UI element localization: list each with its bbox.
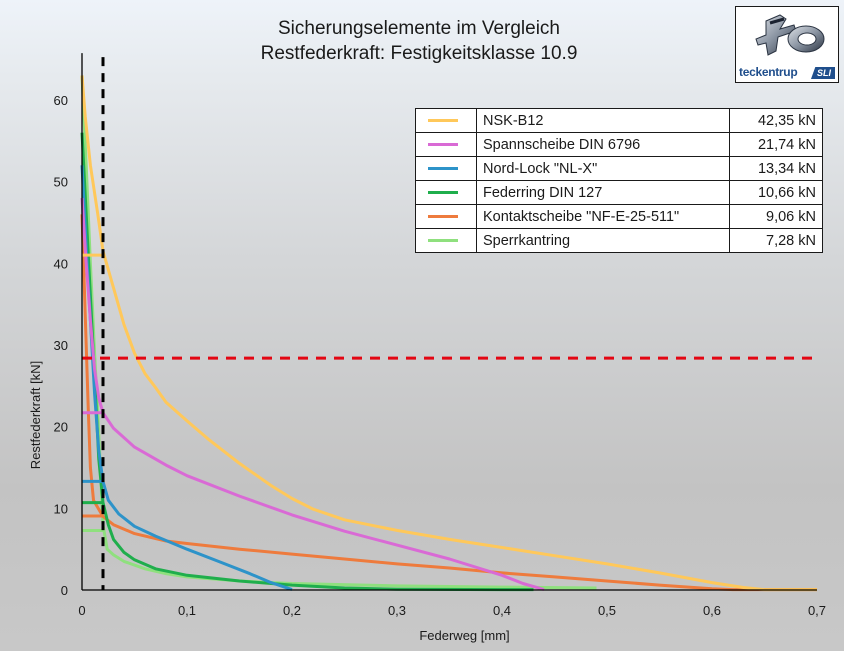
x-axis-label: Federweg [mm]	[419, 628, 509, 643]
legend-label: Kontaktscheibe "NF-E-25-511"	[476, 204, 730, 229]
legend-label: Spannscheibe DIN 6796	[476, 132, 730, 157]
legend-label: Nord-Lock "NL-X"	[476, 156, 730, 181]
x-tick-label: 0,1	[178, 603, 196, 618]
x-tick-label: 0,3	[388, 603, 406, 618]
y-tick-label: 30	[54, 338, 68, 353]
legend-row: Sperrkantring 7,28 kN	[415, 228, 823, 253]
legend-row: Spannscheibe DIN 6796 21,74 kN	[415, 132, 823, 157]
legend-value: 7,28 kN	[729, 228, 823, 253]
legend-value: 13,34 kN	[729, 156, 823, 181]
logo-brand-text: teckentrup	[739, 65, 798, 79]
y-tick-label: 40	[54, 256, 68, 271]
y-tick-label: 60	[54, 93, 68, 108]
legend-value: 9,06 kN	[729, 204, 823, 229]
legend-value: 42,35 kN	[729, 108, 823, 133]
reference-lines-layer	[82, 57, 818, 590]
legend-swatch-cell	[415, 156, 477, 181]
legend-swatch-cell	[415, 132, 477, 157]
legend-swatch-cell	[415, 204, 477, 229]
x-tick-label: 0,6	[703, 603, 721, 618]
series-line	[80, 214, 817, 592]
legend-label: Federring DIN 127	[476, 180, 730, 205]
legend-swatch-cell	[415, 108, 477, 133]
legend-swatch	[428, 143, 458, 146]
y-tick-label: 50	[54, 175, 68, 190]
chart-title-line-2: Restfederkraft: Festigkeitsklasse 10.9	[260, 43, 578, 64]
legend-swatch	[428, 191, 458, 194]
y-tick-label: 10	[54, 501, 68, 516]
legend-swatch	[428, 119, 458, 122]
legend-swatch	[428, 239, 458, 242]
y-axis-label: Restfederkraft [kN]	[28, 361, 43, 469]
series-line	[80, 75, 817, 592]
series-line	[80, 197, 545, 592]
legend-row: Kontaktscheibe "NF-E-25-511" 9,06 kN	[415, 204, 823, 229]
legend-swatch	[428, 215, 458, 218]
legend-label: Sperrkantring	[476, 228, 730, 253]
legend-label: NSK-B12	[476, 108, 730, 133]
legend-swatch-cell	[415, 228, 477, 253]
x-tick-label: 0,2	[283, 603, 301, 618]
chart-title-line-1: Sicherungselemente im Vergleich	[278, 18, 560, 39]
x-tick-label: 0,5	[598, 603, 616, 618]
legend-swatch	[428, 167, 458, 170]
logo-badge: SLI	[810, 67, 835, 79]
x-tick-label: 0,4	[493, 603, 511, 618]
legend-row: Nord-Lock "NL-X" 13,34 kN	[415, 156, 823, 181]
company-logo: teckentrup SLI	[735, 6, 839, 83]
legend-swatch-cell	[415, 180, 477, 205]
legend-value: 21,74 kN	[729, 132, 823, 157]
series-layer	[80, 75, 817, 592]
tc-logo-icon	[755, 14, 825, 56]
legend-table: NSK-B12 42,35 kN Spannscheibe DIN 6796 21,7…	[415, 108, 823, 253]
chart-title: Sicherungselemente im Vergleich Restfede…	[0, 16, 838, 66]
legend-value: 10,66 kN	[729, 180, 823, 205]
x-tick-label: 0,7	[808, 603, 826, 618]
legend-row: NSK-B12 42,35 kN	[415, 108, 823, 133]
legend-row: Federring DIN 127 10,66 kN	[415, 180, 823, 205]
tick-labels-layer: 0 10 20 30 40 50 60 0 0,1 0,2 0,3 0,4 0,5 0,6 0,7	[54, 93, 827, 618]
x-tick-label: 0	[78, 603, 85, 618]
y-tick-label: 0	[61, 583, 68, 598]
y-tick-label: 20	[54, 420, 68, 435]
